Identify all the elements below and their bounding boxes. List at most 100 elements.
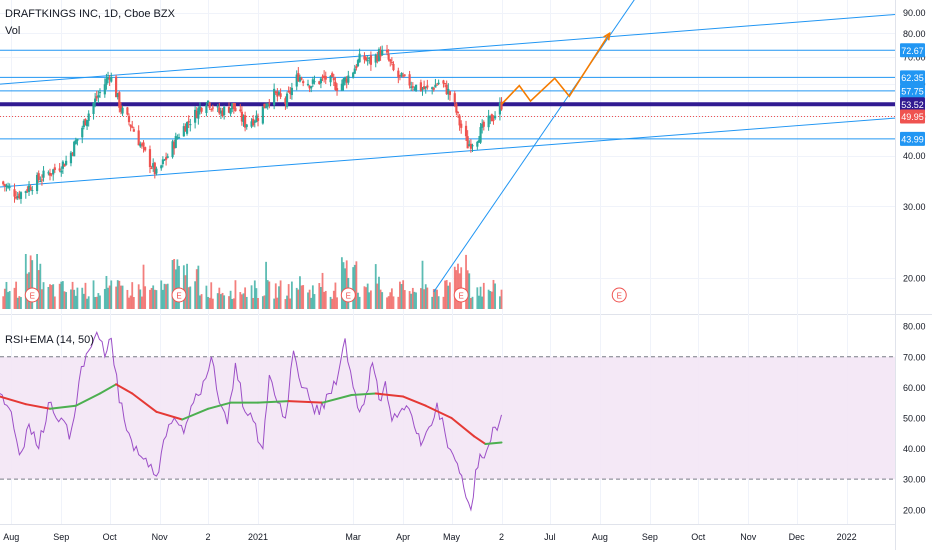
candle-body: [334, 81, 337, 90]
volume-bar: [94, 297, 97, 309]
volume-bar: [342, 262, 345, 309]
candle-body: [3, 184, 6, 187]
volume-bar: [358, 296, 361, 309]
candle-body: [377, 49, 381, 61]
candle-body: [240, 111, 243, 122]
level-tag-label: 72.67: [901, 46, 924, 56]
candle-body: [200, 107, 203, 112]
volume-bar: [390, 288, 393, 309]
volume-bar: [378, 276, 380, 309]
candle-body: [424, 86, 427, 89]
volume-bar: [320, 287, 322, 309]
volume-bar: [250, 285, 253, 309]
volume-bar: [197, 265, 200, 309]
candle-body: [374, 54, 377, 63]
candle-body: [127, 115, 131, 123]
volume-bar: [211, 298, 214, 309]
candle-body: [208, 102, 211, 108]
ema-segment: [115, 383, 134, 395]
candle-body: [65, 160, 68, 165]
volume-bar: [171, 260, 174, 309]
candle-body: [289, 90, 292, 94]
candle-body: [198, 106, 202, 111]
volume-bar: [492, 279, 495, 309]
volume-bar: [229, 290, 232, 309]
candle-body: [18, 193, 21, 199]
candle-body: [74, 140, 77, 144]
volume-bar: [92, 280, 95, 309]
volume-bar: [74, 295, 77, 309]
trendline-channel-bottom: [0, 117, 896, 188]
rsi-tick-label: 30.00: [903, 475, 926, 485]
volume-bar: [289, 298, 292, 309]
candle-body: [252, 118, 255, 126]
volume-bar: [189, 286, 192, 309]
volume-bar: [324, 290, 327, 309]
candle-body: [53, 167, 56, 170]
volume-bar: [419, 288, 422, 309]
candle-body: [16, 196, 19, 199]
volume-bar: [73, 289, 76, 309]
volume-bar: [313, 294, 316, 309]
volume-bar: [234, 280, 237, 309]
price-tick-label: 70.00: [903, 52, 926, 62]
candle-body: [479, 127, 482, 143]
volume-bar: [261, 296, 264, 309]
candle-body: [139, 143, 142, 147]
volume-bar: [413, 291, 416, 309]
candle-body: [352, 72, 355, 78]
candle-body: [205, 105, 208, 114]
earnings-marker: [611, 287, 627, 303]
volume-bar: [302, 285, 305, 309]
ema-segment: [0, 395, 27, 406]
ema-segment: [131, 392, 158, 413]
trendline-channel-top: [0, 14, 896, 85]
volume-bar: [487, 289, 490, 309]
volume-bar: [160, 280, 163, 309]
volume-bar: [353, 264, 356, 309]
volume-bar: [410, 293, 413, 309]
candle-body: [35, 174, 39, 191]
time-tick-label: Apr: [396, 532, 410, 542]
volume-bar: [500, 289, 503, 309]
candle-body: [50, 173, 53, 175]
candle-body: [376, 55, 379, 62]
time-tick-label: Aug: [592, 532, 608, 542]
candle-body: [355, 66, 358, 69]
candle-body: [437, 82, 440, 84]
volume-bar: [445, 280, 448, 309]
volume-bar: [482, 282, 485, 309]
time-tick-label: May: [443, 532, 461, 542]
volume-bar: [220, 294, 222, 309]
candle-body: [108, 77, 111, 80]
candle-body: [140, 143, 144, 145]
volume-bar: [115, 286, 118, 309]
candle-body: [27, 185, 31, 192]
candle-body: [490, 114, 493, 122]
ema-segment: [374, 392, 405, 398]
candle-body: [331, 73, 334, 77]
volume-bar: [424, 284, 427, 309]
volume-bar: [352, 267, 355, 309]
candle-body: [73, 141, 76, 157]
ema-segment: [450, 416, 476, 438]
candle-body: [413, 88, 416, 90]
candle-body: [97, 95, 100, 98]
projection-path: [500, 32, 611, 105]
candle-body: [332, 78, 335, 81]
volume-bar: [340, 257, 343, 309]
candle-body: [31, 190, 34, 192]
volume-bar: [97, 293, 100, 309]
volume-bar: [499, 296, 501, 309]
candle-body: [197, 108, 200, 119]
volume-bar: [187, 287, 190, 309]
volume-bar: [149, 289, 151, 309]
volume-bar: [216, 293, 219, 309]
candle-body: [434, 84, 437, 88]
volume-bar: [432, 289, 435, 309]
volume-bar: [71, 281, 74, 309]
candle-body: [195, 110, 198, 118]
volume-bar: [400, 284, 403, 309]
candle-body: [227, 107, 231, 113]
